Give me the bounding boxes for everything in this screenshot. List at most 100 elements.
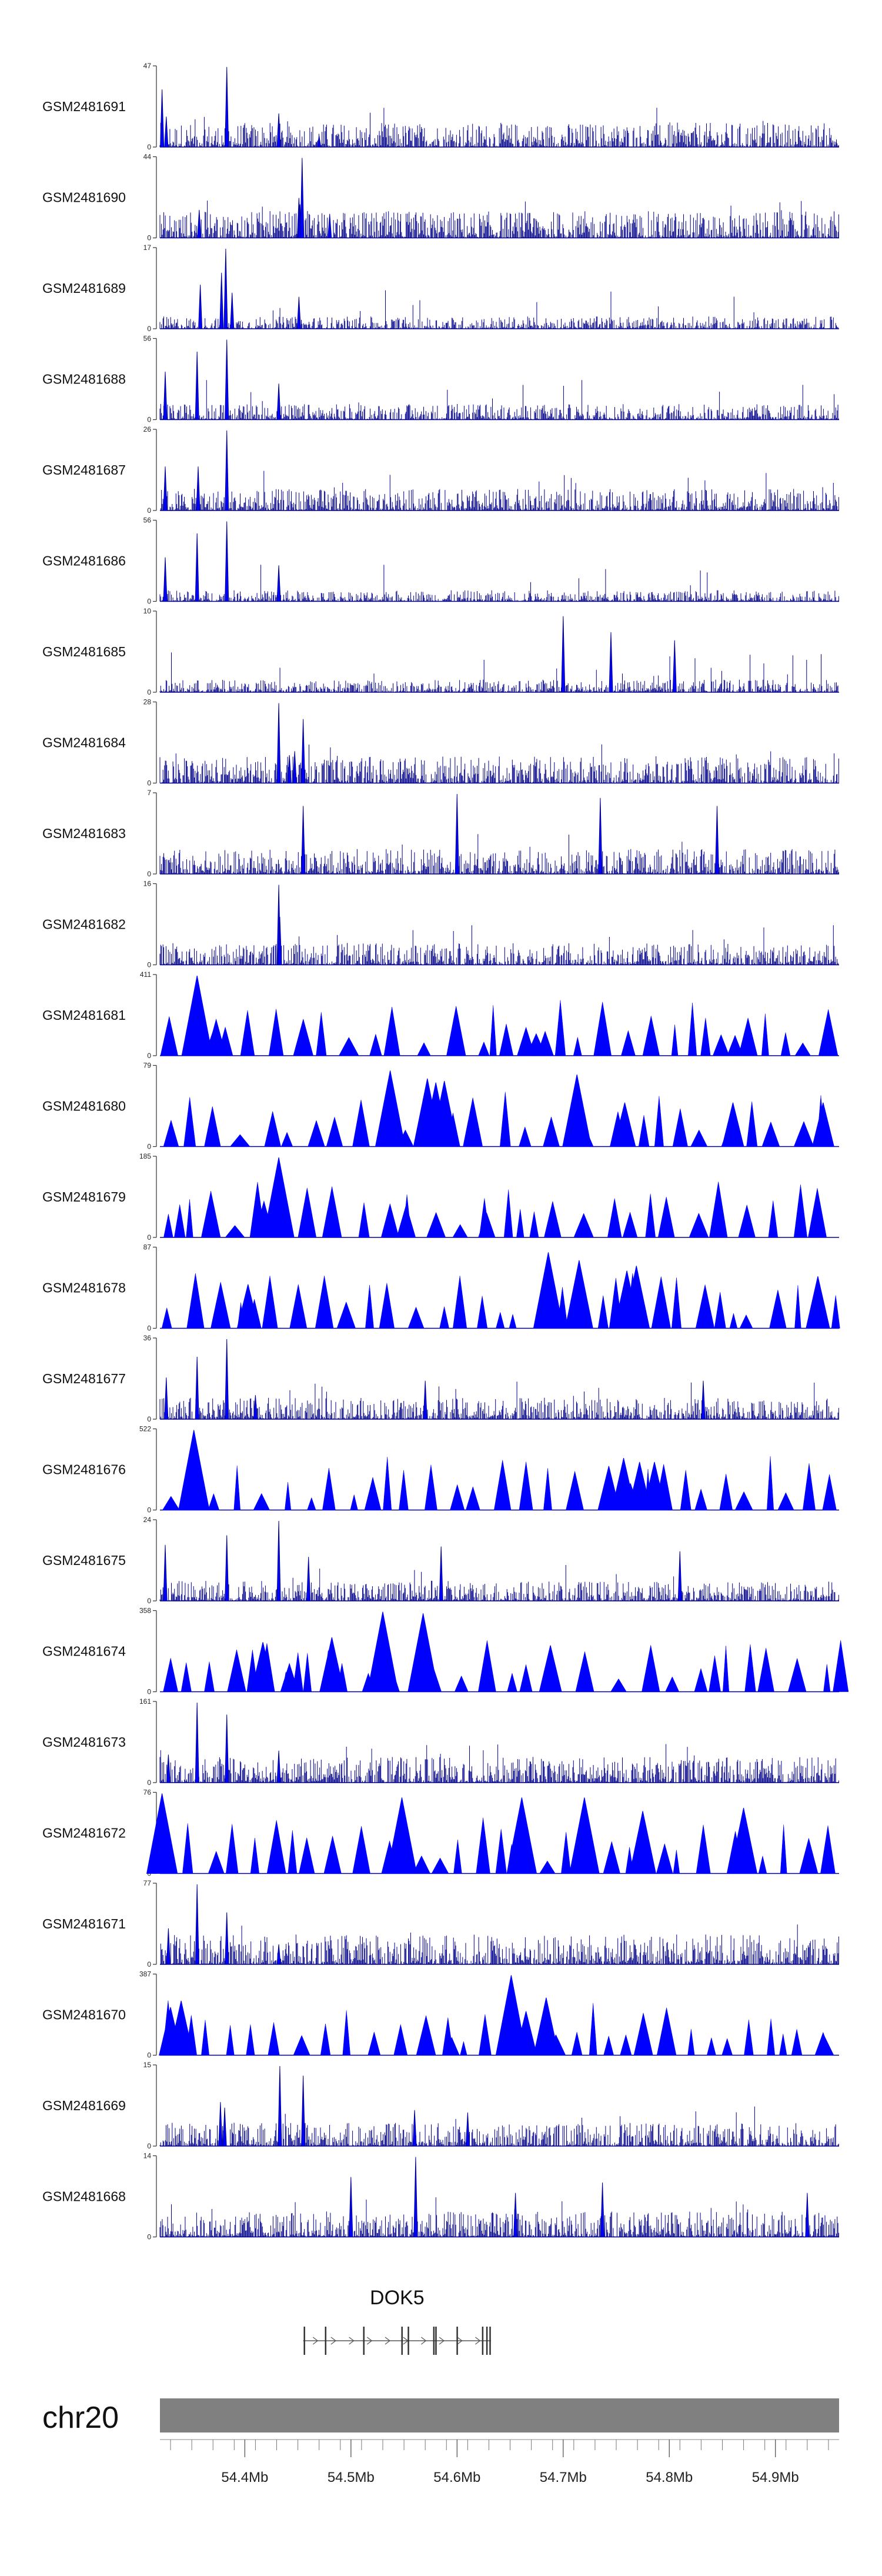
y-max-label: 44 [143,153,152,161]
signal-peak [396,1204,416,1238]
signal-peak [517,1026,536,1056]
signal-peak [225,1912,229,1965]
track-label: GSM2481687 [42,462,126,478]
track-label: GSM2481673 [42,1734,126,1750]
track-GSM2481684: GSM2481684 28 0 [42,698,839,788]
y-max-label: 77 [143,1879,152,1887]
track-GSM2481679: GSM2481679 185 0 [42,1152,839,1242]
axis-tick-label: 54.4Mb [221,2470,268,2485]
signal-peak [423,1380,427,1420]
signal-peak [164,116,169,148]
gene-exon [433,2327,435,2355]
y-min-label: 0 [147,2142,151,2150]
gene-exon [401,2327,403,2355]
gene-annotation-track: DOK5 [303,2287,492,2355]
axis-tick-label: 54.5Mb [328,2470,375,2485]
y-max-label: 87 [143,1243,152,1252]
signal-peak [195,351,199,420]
track-GSM2481688: GSM2481688 56 0 [42,335,839,424]
y-min-label: 0 [147,2051,151,2060]
track-label: GSM2481671 [42,1916,126,1931]
signal-peak [276,113,281,148]
y-max-label: 10 [143,607,152,615]
gene-exon [489,2327,491,2355]
signal-peak [166,1754,171,1783]
y-max-label: 56 [143,516,152,525]
y-max-label: 161 [139,1697,151,1706]
strand-arrow [349,2337,355,2345]
y-min-label: 0 [147,1960,151,1968]
signal-peak [223,248,228,329]
track-GSM2481687: GSM2481687 26 0 [42,425,839,515]
strand-arrow [366,2337,373,2345]
signal-area [162,1456,837,1510]
signal-peak [495,1975,527,2056]
signal-noise [159,744,839,783]
y-min-label: 0 [147,1233,151,1242]
y-min-label: 0 [147,234,151,242]
axis-tick-label: 54.9Mb [752,2470,799,2485]
track-label: GSM2481674 [42,1644,126,1659]
signal-peak [195,533,199,602]
signal-peak [204,1030,222,1056]
signal-peak [672,640,677,693]
y-max-label: 24 [143,1516,152,1524]
y-min-label: 0 [147,2233,151,2241]
y-min-label: 0 [147,416,151,424]
strand-arrow [457,2337,463,2345]
signal-peak [627,1461,652,1510]
signal-peak [301,719,306,783]
signal-peak [276,565,281,602]
track-GSM2481681: GSM2481681 411 0 [42,970,839,1060]
track-label: GSM2481680 [42,1099,126,1114]
track-label: GSM2481668 [42,2189,126,2204]
chromosome-label: chr20 [42,2401,119,2435]
y-min-label: 0 [147,1143,151,1151]
signal-peak [562,1075,592,1147]
signal-peak [253,1395,258,1420]
signal-peak [727,1035,744,1056]
track-GSM2481676: GSM2481676 522 0 [42,1425,839,1514]
signal-peak [166,1928,171,1965]
gene-label: DOK5 [370,2287,425,2309]
signal-peak [614,1270,640,1329]
signal-peak [300,158,305,238]
signal-peak [230,292,235,329]
y-min-label: 0 [147,688,151,696]
track-GSM2481674: GSM2481674 358 0 [42,1607,849,1696]
y-max-label: 522 [139,1425,151,1433]
track-label: GSM2481691 [42,99,126,114]
track-label: GSM2481672 [42,1826,126,1841]
axis-tick-label: 54.7Mb [540,2470,587,2485]
signal-peak [569,1797,600,1874]
axis-tick-label: 54.8Mb [646,2470,693,2485]
signal-peak [721,1102,744,1147]
signal-peak [181,975,213,1056]
signal-peak [600,2182,605,2237]
track-GSM2481678: GSM2481678 87 0 [42,1243,840,1333]
signal-area [160,1000,838,1056]
signal-peak [513,2193,518,2237]
track-label: GSM2481682 [42,917,126,932]
y-min-label: 0 [147,506,151,515]
track-GSM2481669: GSM2481669 15 0 [42,2061,839,2150]
signal-peak [163,371,168,420]
y-max-label: 47 [143,62,152,70]
signal-peak [276,1750,281,1783]
signal-peak [430,1080,459,1147]
signal-peak [643,1461,666,1510]
track-GSM2481680: GSM2481680 79 0 [42,1062,839,1151]
signal-area [163,1640,849,1692]
signal-peak [386,1797,417,1874]
gene-exon [435,2327,437,2355]
signal-peak [180,1438,210,1510]
signal-noise [159,1565,839,1601]
signal-peak [292,751,297,783]
signal-peak [198,285,203,329]
gene-model [303,2327,492,2355]
signal-peak [222,2107,227,2147]
track-GSM2481691: GSM2481691 47 0 [42,62,839,151]
signal-peak [597,1466,620,1510]
track-label: GSM2481669 [42,2098,126,2113]
y-max-label: 185 [139,1152,151,1160]
